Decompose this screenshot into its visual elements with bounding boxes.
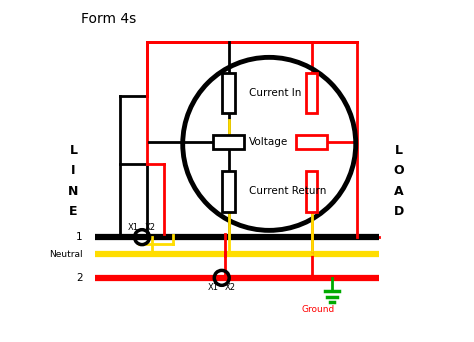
Text: D: D [394, 205, 404, 218]
Bar [307, 171, 317, 212]
Text: Current Return: Current Return [249, 186, 326, 196]
Text: Voltage: Voltage [249, 137, 288, 147]
Bar [296, 135, 327, 149]
Text: Neutral: Neutral [49, 250, 82, 259]
Text: 2: 2 [76, 273, 82, 283]
Text: N: N [68, 185, 79, 198]
Text: Form 4s: Form 4s [81, 12, 136, 26]
Text: X1: X1 [128, 223, 139, 232]
Bar [222, 73, 235, 113]
Text: Ground: Ground [302, 305, 335, 314]
Bar [222, 171, 235, 212]
Text: Current In: Current In [249, 88, 301, 98]
Text: X1: X1 [208, 283, 219, 292]
Text: O: O [394, 165, 404, 177]
Text: X2: X2 [145, 223, 156, 232]
Text: L: L [70, 144, 77, 157]
Text: L: L [395, 144, 403, 157]
Text: A: A [394, 185, 404, 198]
Text: I: I [71, 165, 76, 177]
Text: 1: 1 [76, 232, 82, 242]
Text: X2: X2 [225, 283, 236, 292]
Text: E: E [69, 205, 78, 218]
Bar [213, 135, 244, 149]
Bar [307, 73, 317, 113]
